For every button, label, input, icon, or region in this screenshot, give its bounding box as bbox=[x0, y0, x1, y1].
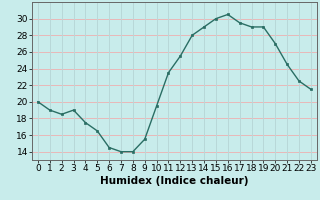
X-axis label: Humidex (Indice chaleur): Humidex (Indice chaleur) bbox=[100, 176, 249, 186]
